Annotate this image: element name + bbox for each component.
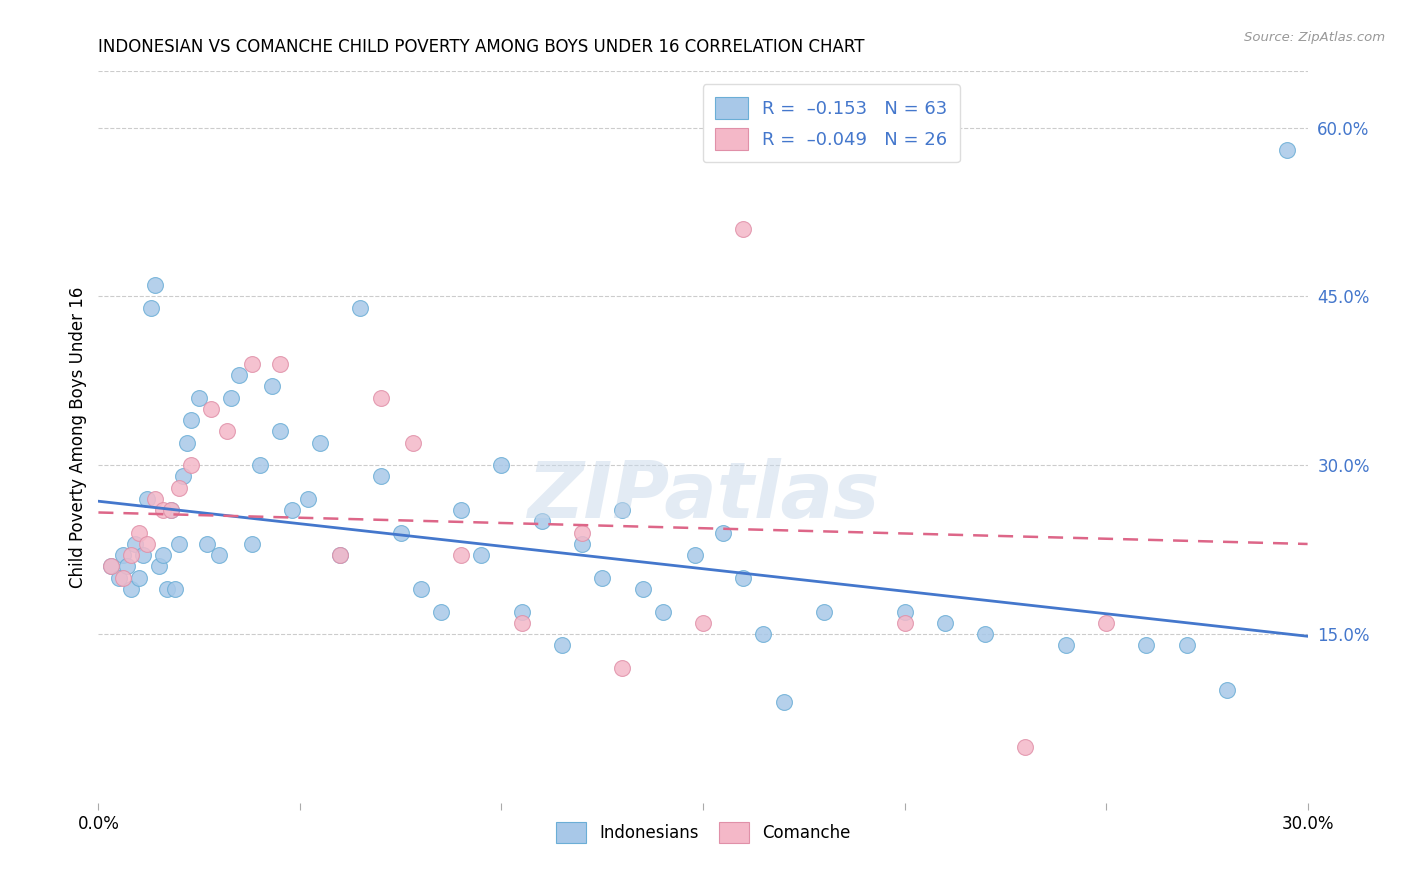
Point	[409, 582, 432, 596]
Point	[450, 503, 472, 517]
Point	[152, 503, 174, 517]
Point	[135, 537, 157, 551]
Point	[167, 481, 190, 495]
Point	[571, 537, 593, 551]
Point	[148, 559, 170, 574]
Point	[692, 615, 714, 630]
Point	[772, 694, 794, 708]
Point	[111, 571, 134, 585]
Point	[269, 425, 291, 439]
Point	[893, 605, 915, 619]
Point	[510, 615, 533, 630]
Point	[1014, 739, 1036, 754]
Point	[120, 548, 142, 562]
Point	[188, 391, 211, 405]
Point	[329, 548, 352, 562]
Point	[143, 491, 166, 506]
Text: Source: ZipAtlas.com: Source: ZipAtlas.com	[1244, 31, 1385, 45]
Point	[530, 515, 553, 529]
Point	[240, 537, 263, 551]
Point	[402, 435, 425, 450]
Point	[510, 605, 533, 619]
Point	[430, 605, 453, 619]
Point	[100, 559, 122, 574]
Y-axis label: Child Poverty Among Boys Under 16: Child Poverty Among Boys Under 16	[69, 286, 87, 588]
Point	[389, 525, 412, 540]
Point	[139, 301, 162, 315]
Point	[551, 638, 574, 652]
Point	[135, 491, 157, 506]
Point	[143, 278, 166, 293]
Point	[1277, 143, 1299, 157]
Point	[172, 469, 194, 483]
Point	[163, 582, 186, 596]
Point	[733, 222, 755, 236]
Point	[160, 503, 183, 517]
Point	[974, 627, 997, 641]
Point	[612, 661, 634, 675]
Point	[1216, 683, 1239, 698]
Point	[1175, 638, 1198, 652]
Point	[470, 548, 492, 562]
Point	[349, 301, 371, 315]
Point	[176, 435, 198, 450]
Point	[733, 571, 755, 585]
Point	[612, 503, 634, 517]
Point	[115, 559, 138, 574]
Point	[934, 615, 956, 630]
Point	[167, 537, 190, 551]
Point	[281, 503, 304, 517]
Point	[1135, 638, 1157, 652]
Point	[1054, 638, 1077, 652]
Point	[156, 582, 179, 596]
Point	[100, 559, 122, 574]
Point	[240, 357, 263, 371]
Point	[571, 525, 593, 540]
Point	[631, 582, 654, 596]
Point	[107, 571, 129, 585]
Point	[228, 368, 250, 383]
Point	[1095, 615, 1118, 630]
Point	[491, 458, 513, 473]
Point	[711, 525, 734, 540]
Point	[208, 548, 231, 562]
Text: ZIPatlas: ZIPatlas	[527, 458, 879, 533]
Point	[180, 458, 202, 473]
Point	[160, 503, 183, 517]
Point	[217, 425, 239, 439]
Point	[111, 548, 134, 562]
Point	[180, 413, 202, 427]
Point	[132, 548, 155, 562]
Point	[370, 469, 392, 483]
Point	[450, 548, 472, 562]
Point	[120, 582, 142, 596]
Point	[200, 401, 222, 416]
Point	[128, 525, 150, 540]
Point	[269, 357, 291, 371]
Point	[195, 537, 218, 551]
Point	[813, 605, 835, 619]
Point	[297, 491, 319, 506]
Point	[651, 605, 673, 619]
Point	[249, 458, 271, 473]
Point	[329, 548, 352, 562]
Point	[260, 379, 283, 393]
Point	[370, 391, 392, 405]
Point	[591, 571, 613, 585]
Legend: Indonesians, Comanche: Indonesians, Comanche	[550, 815, 856, 849]
Text: INDONESIAN VS COMANCHE CHILD POVERTY AMONG BOYS UNDER 16 CORRELATION CHART: INDONESIAN VS COMANCHE CHILD POVERTY AMO…	[98, 38, 865, 56]
Point	[124, 537, 146, 551]
Point	[309, 435, 332, 450]
Point	[893, 615, 915, 630]
Point	[221, 391, 243, 405]
Point	[683, 548, 706, 562]
Point	[152, 548, 174, 562]
Point	[128, 571, 150, 585]
Point	[752, 627, 775, 641]
